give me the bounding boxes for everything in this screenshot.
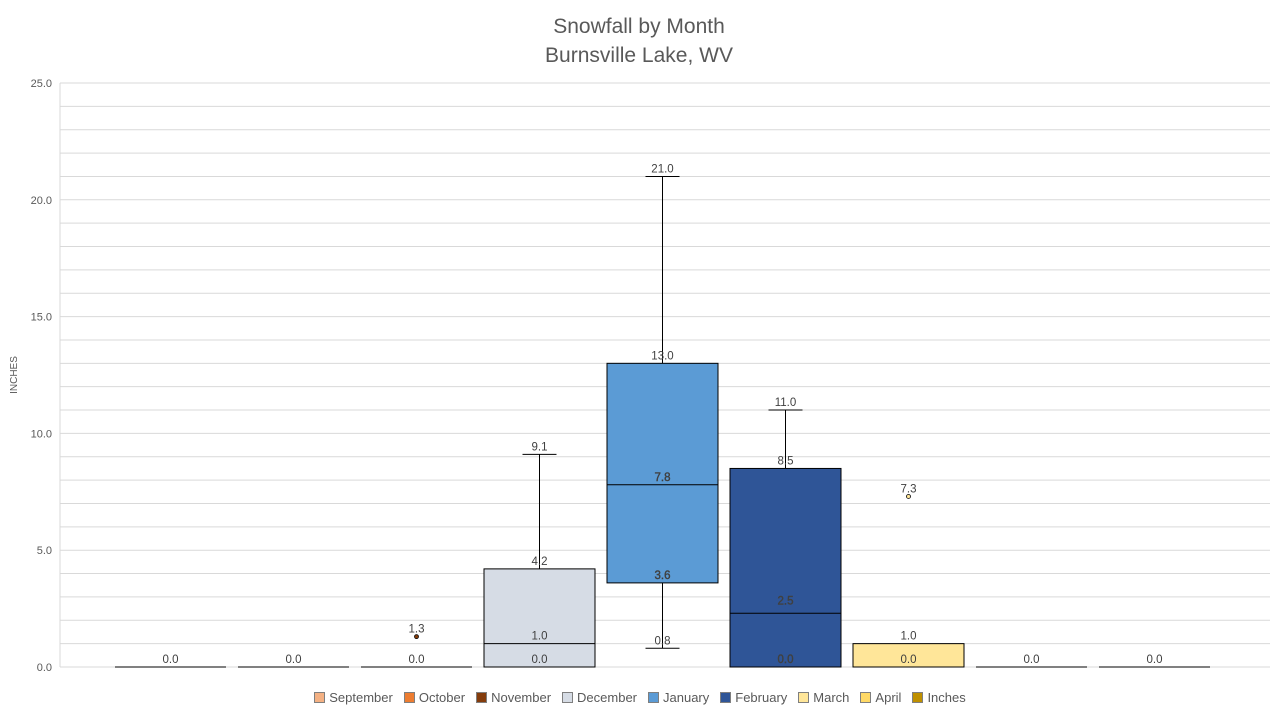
legend-label: April [875, 689, 902, 705]
legend-swatch [562, 691, 574, 703]
data-label: 0.8 [655, 635, 671, 647]
legend-item: January [648, 690, 709, 705]
legend-swatch [314, 691, 326, 703]
data-label: 0.0 [409, 654, 425, 666]
data-label: 3.6 [655, 570, 671, 582]
data-label: 13.0 [651, 350, 673, 362]
data-label: 1.0 [532, 631, 548, 643]
legend-swatch [648, 691, 660, 703]
legend-label: December [577, 689, 638, 705]
legend-item: February [720, 690, 787, 705]
legend-swatch [860, 691, 872, 703]
data-label: 1.0 [901, 631, 917, 643]
legend-label: September [329, 689, 393, 705]
data-label: 7.8 [655, 472, 671, 484]
data-label: 0.0 [778, 654, 794, 666]
legend-swatch [798, 691, 810, 703]
data-label: 8.5 [778, 455, 794, 467]
data-label: 0.0 [901, 654, 917, 666]
outlier-point [906, 494, 911, 499]
y-tick-label: 0.0 [37, 662, 52, 674]
box [729, 467, 842, 668]
chart-subtitle: Burnsville Lake, WV [545, 44, 733, 67]
outlier-point [414, 634, 419, 640]
y-tick-label: 20.0 [31, 195, 52, 207]
legend-item: November [476, 690, 551, 705]
y-tick-label: 5.0 [37, 545, 52, 557]
data-label: 9.1 [532, 441, 548, 453]
legend-label: October [418, 689, 466, 705]
legend-item: April [860, 690, 901, 705]
legend-swatch [912, 691, 924, 703]
legend-label: Inches [927, 689, 966, 705]
legend-swatch [720, 691, 732, 703]
box-january [606, 175, 719, 649]
data-label: 11.0 [775, 397, 797, 409]
y-tick-label: 25.0 [31, 78, 52, 90]
legend-swatch [403, 691, 415, 703]
legend-label: March [813, 689, 850, 705]
data-label: 0.0 [1147, 654, 1163, 666]
data-label: 2.5 [778, 596, 794, 608]
box-february [729, 409, 842, 668]
data-label: 1.3 [409, 624, 425, 636]
y-tick-label: 15.0 [31, 312, 52, 324]
box-december [483, 453, 596, 668]
legend-item: March [798, 690, 849, 705]
data-label: 0.0 [286, 654, 302, 666]
data-label: 7.3 [901, 483, 917, 495]
y-axis-label: INCHES [9, 356, 20, 394]
box-plot-chart: Snowfall by Month Burnsville Lake, WV IN… [9, 15, 1270, 674]
legend-label: November [491, 689, 552, 705]
data-label: 0.0 [532, 654, 548, 666]
legend-label: February [735, 689, 788, 705]
chart-title: Snowfall by Month [553, 15, 725, 38]
data-label: 4.2 [532, 556, 548, 568]
y-tick-label: 10.0 [31, 428, 52, 440]
data-label: 0.0 [163, 654, 179, 666]
legend-item: December [562, 690, 637, 705]
chart-legend: September October November December January F… [0, 688, 1280, 706]
data-labels: 0.0 0.0 0.0 1.3 0.0 1.0 4.2 9.1 0.8 3.6 7.8 13.0 21.… [163, 163, 1163, 666]
box-series [115, 175, 1210, 668]
data-label: 21.0 [651, 163, 673, 175]
data-label: 0.0 [1024, 654, 1040, 666]
legend-swatch [476, 691, 488, 703]
y-axis-ticks: 0.0 5.0 10.0 15.0 20.0 25.0 [31, 78, 52, 674]
box [483, 568, 596, 668]
box-november [361, 634, 472, 668]
legend-item: October [403, 689, 466, 705]
legend-item: Inches [912, 689, 966, 705]
legend-label: January [663, 689, 710, 705]
box-march [852, 494, 965, 668]
box [606, 362, 719, 584]
legend-item: September [314, 690, 393, 705]
